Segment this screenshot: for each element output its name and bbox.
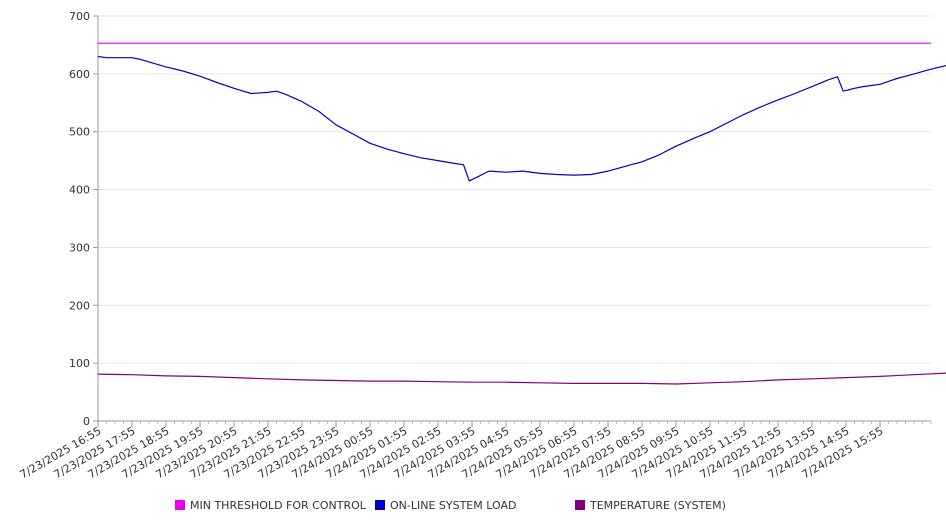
grid-lines	[98, 15, 931, 422]
legend: MIN THRESHOLD FOR CONTROL ON-LINE SYSTEM …	[175, 499, 726, 512]
y-tick-label-0: 0	[83, 415, 90, 428]
legend-swatch-min-threshold-for-control	[175, 500, 185, 510]
y-tick-label-600: 600	[69, 68, 90, 81]
series-line-on-line-system-load	[97, 55, 946, 182]
legend-label-min-threshold-for-control: MIN THRESHOLD FOR CONTROL	[190, 499, 367, 512]
y-tick-label-300: 300	[69, 241, 90, 254]
y-axis-tick-labels: 0 100 200 300 400 500 600 700	[69, 10, 90, 428]
legend-swatch-temperature-system	[575, 500, 585, 510]
legend-swatch-on-line-system-load	[375, 500, 385, 510]
axes	[93, 15, 932, 427]
x-axis-tick-labels: 7/23/2025 16:557/23/2025 17:557/23/2025 …	[18, 424, 886, 481]
y-tick-label-500: 500	[69, 126, 90, 139]
y-tick-label-100: 100	[69, 357, 90, 370]
series-lines	[97, 42, 946, 385]
y-tick-label-200: 200	[69, 299, 90, 312]
y-tick-label-700: 700	[69, 10, 90, 23]
legend-label-temperature-system: TEMPERATURE (SYSTEM)	[589, 499, 726, 512]
series-line-temperature-system	[97, 372, 946, 385]
legend-label-on-line-system-load: ON-LINE SYSTEM LOAD	[390, 499, 516, 512]
y-tick-label-400: 400	[69, 184, 90, 197]
